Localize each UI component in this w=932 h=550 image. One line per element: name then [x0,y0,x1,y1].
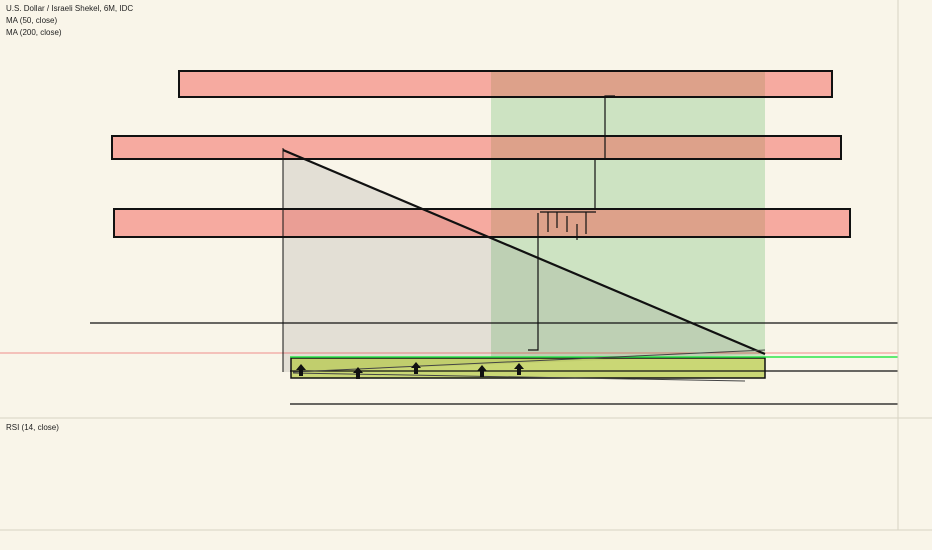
triangle-shade [283,150,765,372]
rsi-title: RSI (14, close) [6,423,59,432]
resistance-zone [113,208,851,238]
trend-line [282,148,766,356]
arrows [296,362,524,379]
arrow-up [514,363,524,375]
drawings [0,70,898,405]
arrow-up [353,367,363,379]
target-zone [491,71,765,357]
chart-title: U.S. Dollar / Israeli Shekel, 6M, IDC [6,4,133,13]
projection-ticks [540,211,596,240]
arrow-up [411,362,421,374]
projection-path [528,95,615,351]
wedge-line [292,349,766,373]
wedge-line [292,372,746,382]
indicator-label: MA (50, close) [6,16,57,25]
indicator-label: MA (200, close) [6,28,62,37]
support-zone [290,357,766,379]
resistance-zone [178,70,833,98]
arrow-up [477,365,487,377]
arrow-up [296,364,306,376]
resistance-zone [111,135,842,160]
